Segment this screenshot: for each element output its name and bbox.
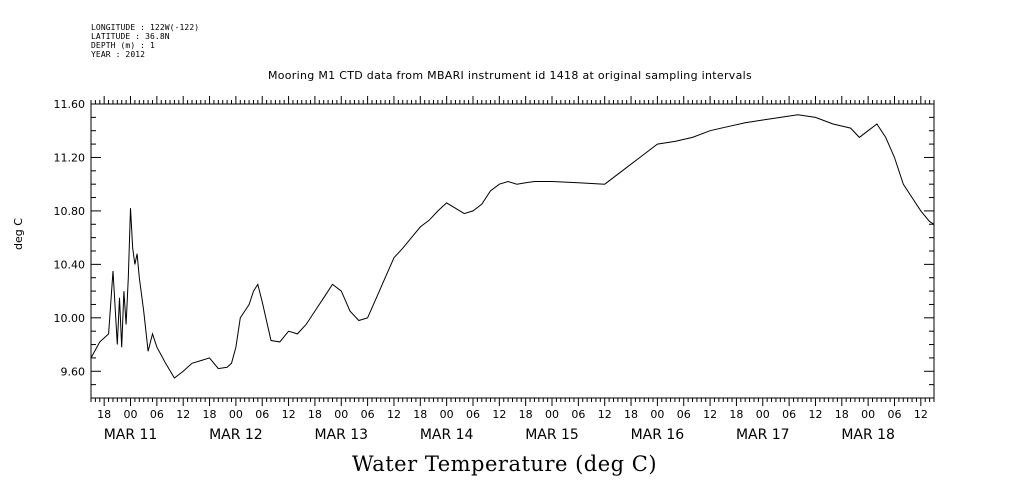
x-tick-label: 18 xyxy=(729,408,743,421)
x-tick-label: 18 xyxy=(624,408,638,421)
y-tick-label: 11.20 xyxy=(54,151,86,164)
meta-year: YEAR : 2012 xyxy=(91,50,146,59)
x-day-label: MAR 11 xyxy=(104,427,158,443)
x-tick-label: 12 xyxy=(282,408,296,421)
x-tick-label: 00 xyxy=(545,408,559,421)
x-tick-label: 12 xyxy=(492,408,506,421)
x-tick-label: 12 xyxy=(176,408,190,421)
y-tick-label: 11.60 xyxy=(54,98,86,111)
x-tick-label: 06 xyxy=(361,408,375,421)
x-day-label: MAR 17 xyxy=(736,427,790,443)
x-day-label: MAR 18 xyxy=(841,427,895,443)
x-tick-label: 18 xyxy=(413,408,427,421)
x-day-label: MAR 12 xyxy=(209,427,263,443)
x-tick-label: 00 xyxy=(334,408,348,421)
x-tick-label: 00 xyxy=(229,408,243,421)
x-tick-label: 18 xyxy=(308,408,322,421)
x-tick-label: 18 xyxy=(835,408,849,421)
x-day-label: MAR 16 xyxy=(631,427,685,443)
y-tick-label: 10.40 xyxy=(54,258,86,271)
y-tick-label: 9.60 xyxy=(61,365,86,378)
x-tick-label: 06 xyxy=(466,408,480,421)
x-tick-label: 18 xyxy=(203,408,217,421)
x-tick-label: 12 xyxy=(808,408,822,421)
x-tick-label: 06 xyxy=(677,408,691,421)
x-tick-label: 12 xyxy=(598,408,612,421)
meta-latitude: LATITUDE : 36.8N xyxy=(91,32,170,41)
x-tick-label: 06 xyxy=(782,408,796,421)
x-axis-label: Water Temperature (deg C) xyxy=(351,452,658,476)
x-day-label: MAR 13 xyxy=(314,427,368,443)
x-tick-label: 06 xyxy=(255,408,269,421)
metadata-block: LONGITUDE : 122W(-122) LATITUDE : 36.8N … xyxy=(91,23,199,59)
x-tick-label: 12 xyxy=(703,408,717,421)
x-tick-label: 06 xyxy=(887,408,901,421)
meta-longitude: LONGITUDE : 122W(-122) xyxy=(91,23,200,32)
y-tick-label: 10.00 xyxy=(54,312,86,325)
x-tick-label: 12 xyxy=(914,408,928,421)
y-tick-label: 10.80 xyxy=(54,205,86,218)
x-tick-label: 00 xyxy=(124,408,138,421)
x-tick-label: 00 xyxy=(650,408,664,421)
plot-frame xyxy=(90,103,935,399)
x-day-label: MAR 14 xyxy=(420,427,474,443)
x-tick-label: 18 xyxy=(97,408,111,421)
meta-depth: DEPTH (m) : 1 xyxy=(91,41,155,50)
x-tick-label: 00 xyxy=(440,408,454,421)
series-line-water-temperature xyxy=(90,114,935,379)
x-tick-label: 00 xyxy=(756,408,770,421)
x-tick-label: 18 xyxy=(519,408,533,421)
x-tick-label: 00 xyxy=(861,408,875,421)
chart-title: Mooring M1 CTD data from MBARI instrumen… xyxy=(267,69,753,82)
x-tick-label: 06 xyxy=(571,408,585,421)
x-tick-label: 12 xyxy=(387,408,401,421)
x-tick-label: 06 xyxy=(150,408,164,421)
x-day-label: MAR 15 xyxy=(525,427,579,443)
